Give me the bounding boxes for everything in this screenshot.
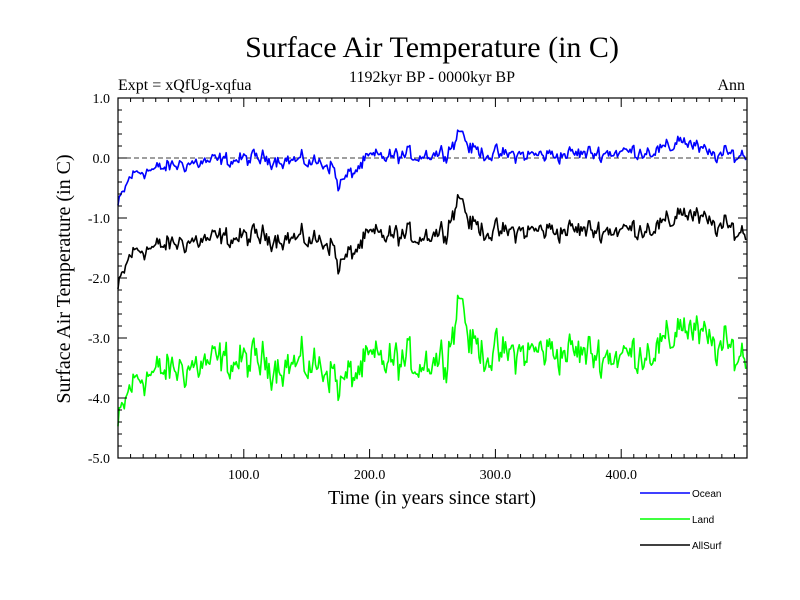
series-line-ocean: [117, 129, 747, 206]
legend-label-ocean: Ocean: [692, 489, 721, 500]
legend-label-allsurf: AllSurf: [692, 541, 722, 552]
x-tick-label: 200.0: [354, 468, 386, 483]
series-line-allsurf: [117, 193, 747, 290]
y-tick-label: -4.0: [88, 392, 110, 407]
y-tick-label: 0.0: [93, 152, 111, 167]
x-tick-label: 300.0: [480, 468, 512, 483]
series-line-land: [117, 294, 747, 427]
plot-area: 100.0 200.0 300.0 400.0 1.0 0.0 -1.0 -2.0 -3.0 -4…: [88, 92, 748, 483]
x-axis-label: Time (in years since start): [328, 487, 536, 509]
y-tick-label: -1.0: [88, 212, 110, 227]
y-axis-label: Surface Air Temperature (in C): [53, 154, 75, 403]
legend-label-land: Land: [692, 515, 714, 526]
chart-title: Surface Air Temperature (in C): [245, 31, 619, 64]
y-tick-label: -5.0: [88, 452, 110, 467]
time-range-label: 1192kyr BP - 0000kyr BP: [349, 69, 515, 86]
x-tick-label: 100.0: [228, 468, 260, 483]
y-tick-label: -3.0: [88, 332, 110, 347]
plot-frame: [117, 97, 748, 459]
experiment-label: Expt = xQfUg-xqfua: [118, 77, 251, 94]
legend: Ocean Land AllSurf: [640, 489, 722, 552]
season-label: Ann: [717, 77, 745, 94]
y-tick-label: -2.0: [88, 272, 110, 287]
y-tick-label: 1.0: [93, 92, 111, 107]
x-tick-label: 400.0: [605, 468, 637, 483]
